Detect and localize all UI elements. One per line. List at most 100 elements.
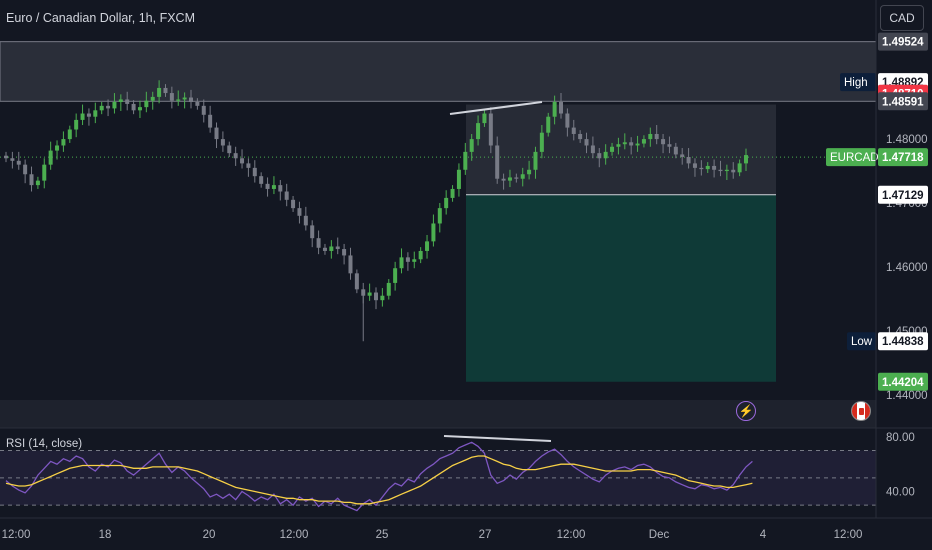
candle-body [463,151,468,170]
candle-body [431,223,436,242]
candle-body [578,133,583,140]
candle-body [482,113,487,124]
candle-body [616,144,621,147]
price-tag-value: 1.48591 [882,96,924,108]
candle-body [539,132,544,152]
candle-body [488,113,493,146]
candle-body [635,143,640,146]
candle-body [718,169,723,172]
candle-body [61,139,66,146]
candle-body [559,102,563,114]
candle-body [469,139,474,152]
price-tag: 1.49524 [878,32,928,51]
candle-body [520,174,525,179]
candle-body [131,103,136,111]
candle-body [744,155,748,164]
rsi-label[interactable]: RSI (14, close) [6,438,83,450]
candle-body [252,167,257,177]
take-profit-zone [466,194,776,382]
candle-body [233,153,238,159]
rsi-trend-line [443,435,552,442]
candle-body [622,142,627,145]
candle-body [699,167,704,170]
candle-body [150,96,155,101]
candle-body [367,292,372,296]
time-tick-label: 27 [479,529,492,541]
candle-body [712,165,717,170]
candle-body [386,282,391,296]
currency-button[interactable]: CAD [880,5,924,31]
candle-body [686,156,691,164]
rsi-tick-label: 40.00 [886,487,915,499]
candle-body [227,145,232,154]
candle-body [393,268,398,283]
candle-body [291,199,296,209]
candle-body [571,127,576,134]
candle-body [514,177,519,179]
candle-body [125,99,130,104]
price-tag-value: 1.47129 [882,190,924,202]
indicator-toolbar [0,400,876,428]
candle-body [329,246,334,251]
candle-body [590,145,595,154]
candle-body [93,110,98,117]
candle-body [144,100,149,108]
candle-body [48,150,53,165]
price-tag-label: EURCAD [830,152,879,164]
candle-body [259,176,264,184]
price-tag-bg [878,32,928,51]
candle-body [284,191,289,200]
price-trend-line [449,101,543,115]
price-tick-label: 1.48000 [886,134,928,146]
candle-body [380,295,385,301]
price-tag-bg [878,92,928,111]
candle-body [137,107,142,111]
candle-body [74,119,79,130]
canada-flag-icon[interactable] [851,401,871,421]
candle-body [55,145,60,151]
candle-body [450,188,455,198]
candle-body [240,158,245,164]
candle-body [118,99,123,103]
lightning-alert-icon[interactable]: ⚡ [736,401,756,421]
price-tag: 1.44838 Low [847,332,928,351]
rsi-ma-line [5,455,753,505]
price-tag-bg [878,185,928,204]
price-tick-label: 1.44000 [886,390,928,402]
price-tag-bg [878,148,928,167]
candle-body [265,183,270,189]
time-tick-label: 4 [760,529,767,541]
price-tag-value: 1.44838 [882,336,924,348]
candle-body [106,105,111,109]
candle-body [342,249,347,256]
candle-body [641,139,646,144]
candle-body [278,185,283,192]
candle-body [527,169,532,175]
candle-body [322,247,327,251]
stop-loss-zone [466,104,776,195]
candle-body [584,139,589,146]
price-tag-bg [878,332,928,351]
candle-body [99,105,104,111]
time-tick-label: 25 [376,529,389,541]
candle-body [220,139,225,146]
candle-body [348,255,353,274]
price-tag: 1.47129 [878,185,928,204]
candle-body [297,208,302,216]
candle-body [374,292,378,301]
candle-body [4,155,8,159]
price-tag: 1.44204 [878,372,928,391]
candle-body [201,105,206,115]
candle-body [565,113,570,128]
candle-body [648,133,653,140]
rsi-tick-label: 80.00 [886,432,915,444]
candle-body [546,116,551,133]
candle-body [354,273,359,290]
candle-body [208,114,213,128]
candle-body [552,102,557,117]
price-tag: 1.48591 [878,92,928,111]
symbol-title: Euro / Canadian Dollar, 1h, FXCM [6,11,195,25]
candle-body [214,127,219,140]
